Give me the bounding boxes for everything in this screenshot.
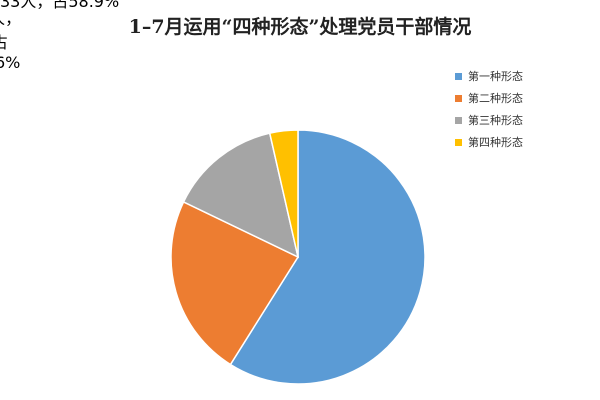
pie-slice xyxy=(229,129,426,385)
chart-title: 1–7月运用“四种形态”处理党员干部情况 xyxy=(128,16,472,38)
legend-item: 第二种形态 xyxy=(455,90,523,106)
pie-slice xyxy=(170,200,300,366)
data-label: 2人，占3.6% xyxy=(0,9,22,72)
pie-slice xyxy=(268,129,299,258)
legend-label: 第三种形态 xyxy=(468,114,523,127)
legend-label: 第一种形态 xyxy=(468,70,523,83)
legend-swatch xyxy=(455,138,462,146)
pie-slice xyxy=(182,132,300,259)
data-label: 33人，占58.9% xyxy=(0,0,120,11)
legend-label: 第二种形态 xyxy=(468,92,523,105)
legend-item: 第四种形态 xyxy=(455,134,523,150)
legend-item: 第一种形态 xyxy=(455,68,523,84)
legend-swatch xyxy=(455,94,462,102)
legend-label: 第四种形态 xyxy=(468,136,523,149)
legend-swatch xyxy=(455,72,462,80)
legend-item: 第三种形态 xyxy=(455,112,523,128)
legend-swatch xyxy=(455,116,462,124)
